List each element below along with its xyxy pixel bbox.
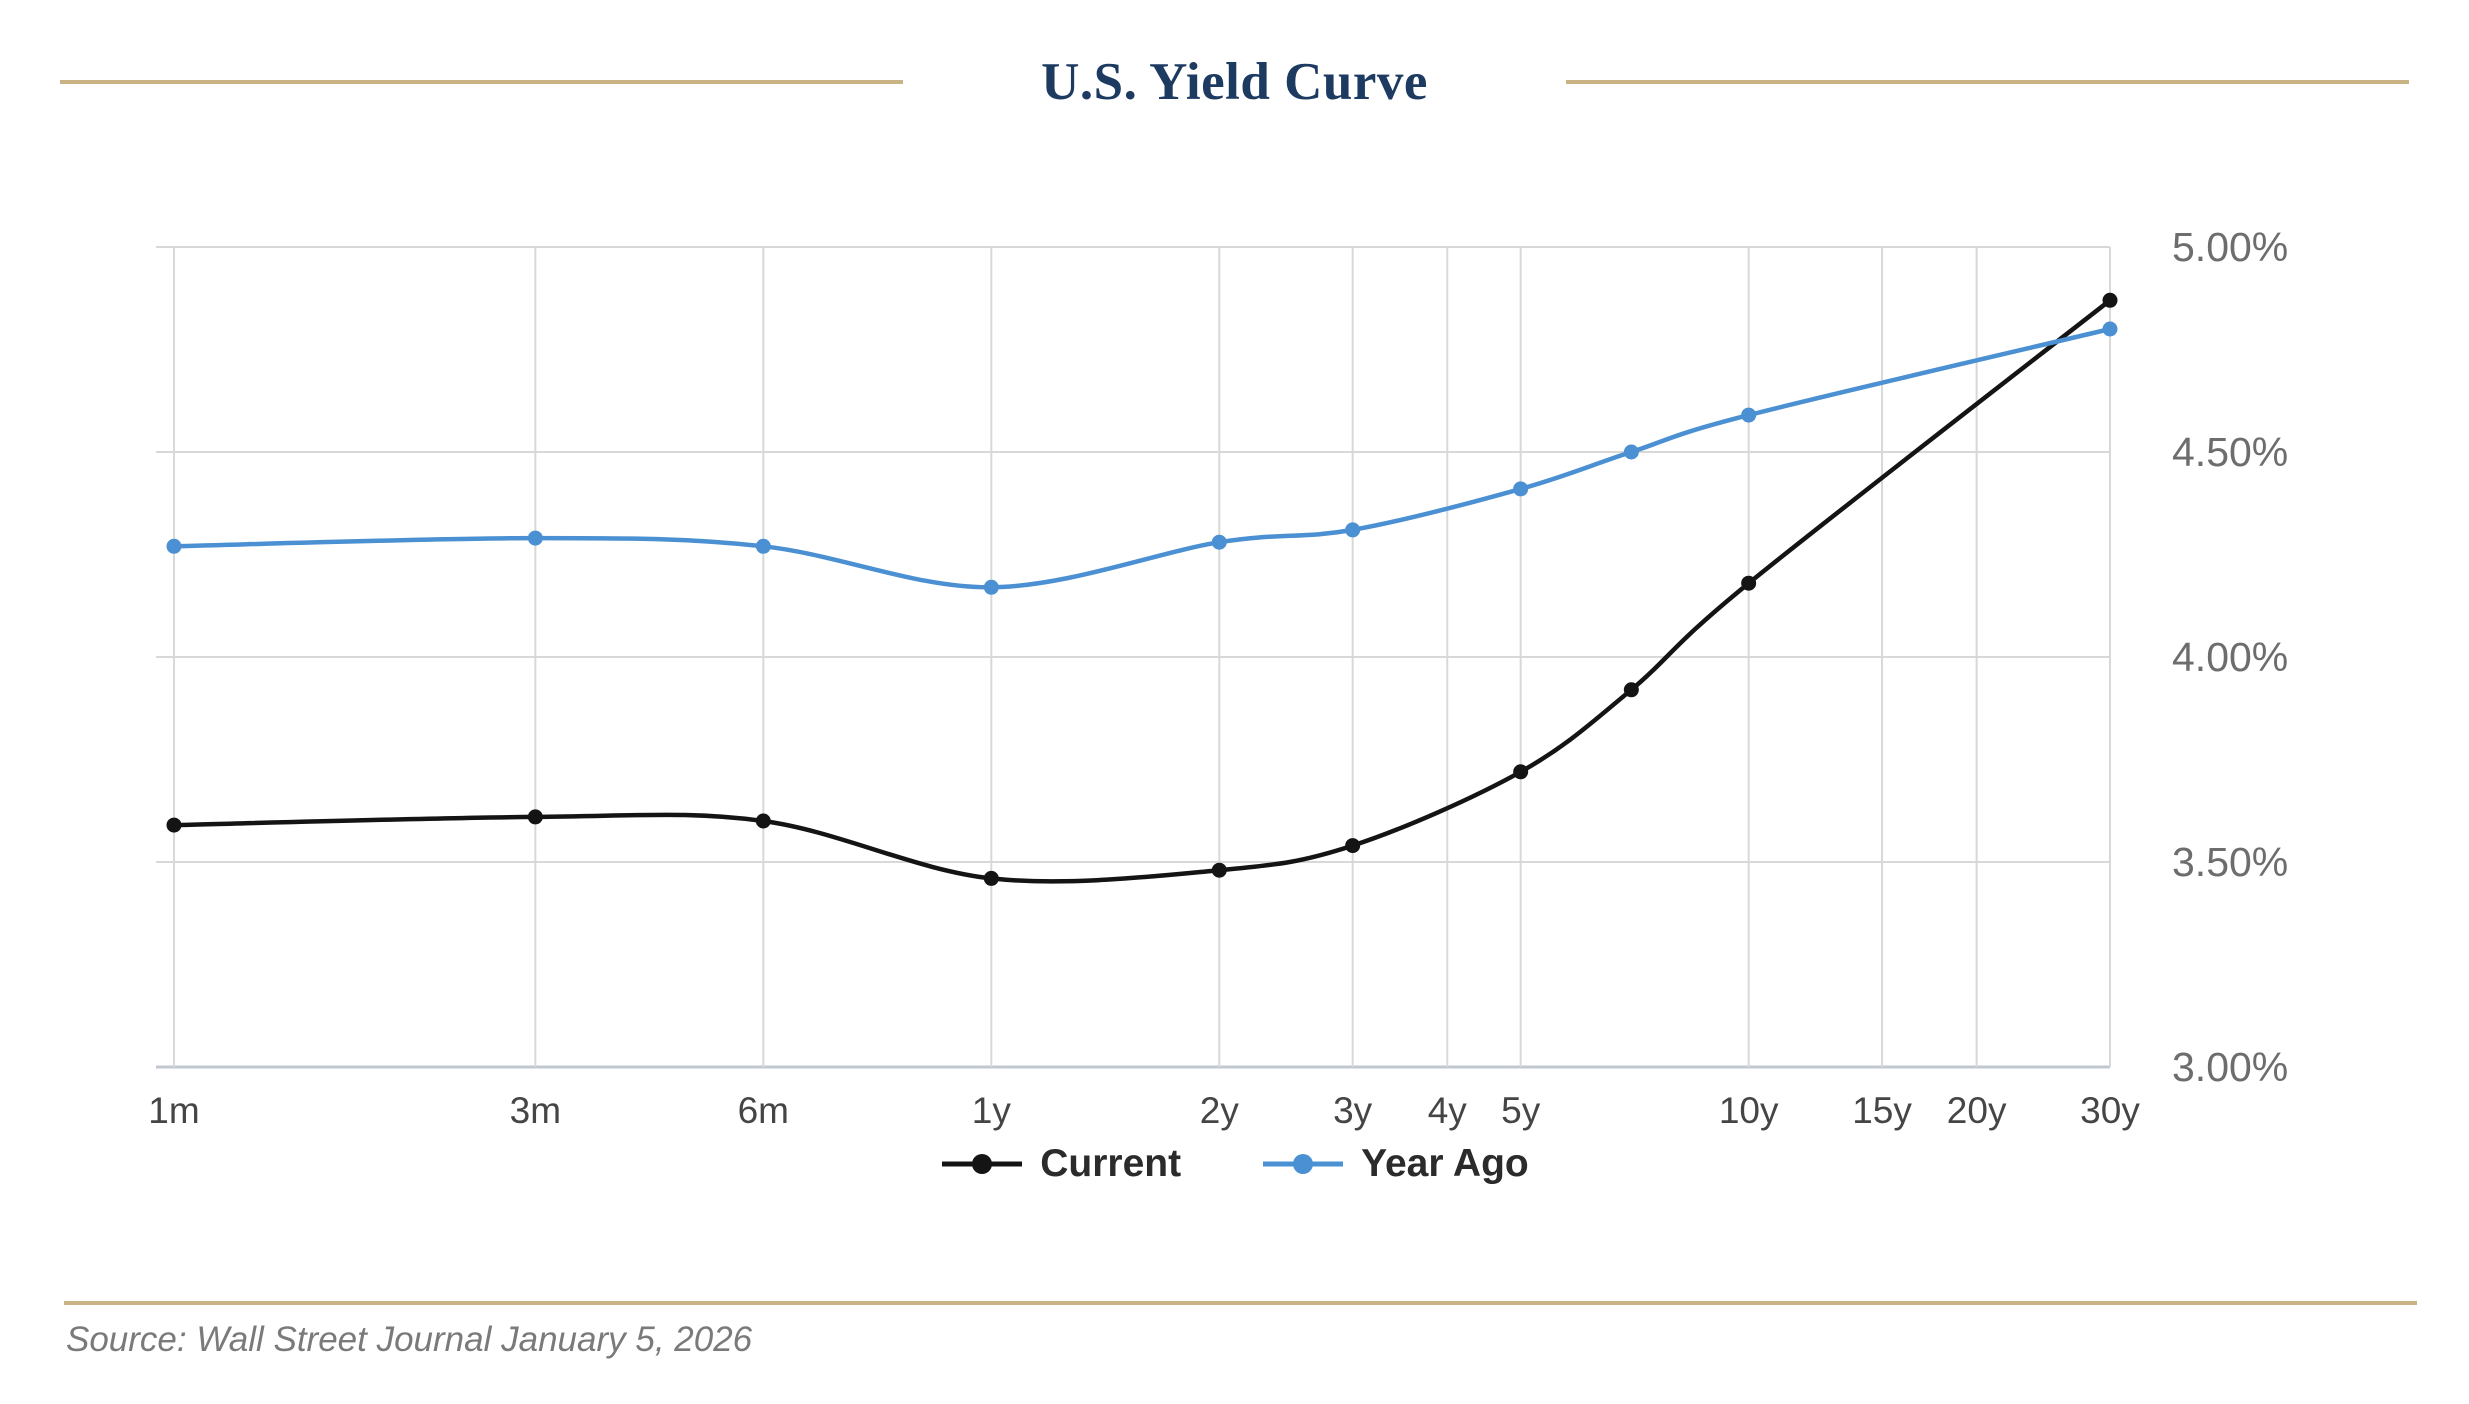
legend-item-current: Current <box>940 1142 1181 1186</box>
current-data-point <box>1513 764 1529 780</box>
footer-rule <box>64 1301 2417 1305</box>
y-tick-label: 4.50% <box>2172 429 2288 475</box>
current-data-point <box>1345 838 1361 854</box>
chart-legend: Current Year Ago <box>0 1142 2469 1186</box>
year-ago-series-marker-icon <box>1263 1154 1344 1174</box>
chart-title: U.S. Yield Curve <box>1041 53 1428 111</box>
year-ago-data-point <box>1513 481 1529 497</box>
current-data-point <box>983 870 999 886</box>
current-data-point <box>1741 575 1757 591</box>
title-rule-left <box>60 80 904 84</box>
y-tick-label: 3.00% <box>2172 1044 2288 1090</box>
year-ago-series-line <box>171 326 2113 590</box>
title-rule-right <box>1565 80 2409 84</box>
y-tick-label: 3.50% <box>2172 839 2288 885</box>
x-tick-label: 4y <box>1428 1090 1468 1131</box>
current-data-point <box>527 809 543 825</box>
year-ago-data-point <box>755 538 771 554</box>
year-ago-data-point <box>166 538 182 554</box>
year-ago-data-point <box>1211 534 1227 550</box>
year-ago-legend-dot <box>1293 1154 1314 1174</box>
current-data-point <box>1623 682 1639 698</box>
year-ago-data-point <box>527 530 543 546</box>
x-tick-label: 20y <box>1947 1090 2007 1131</box>
legend-label-year-ago: Year Ago <box>1361 1142 1529 1185</box>
x-tick-label: 1m <box>148 1090 199 1131</box>
x-tick-label: 1y <box>972 1090 1012 1131</box>
y-tick-label: 5.00% <box>2172 224 2288 270</box>
x-tick-label: 3y <box>1333 1090 1373 1131</box>
year-ago-data-point <box>1345 522 1361 538</box>
x-tick-label: 5y <box>1501 1090 1541 1131</box>
chart-header: U.S. Yield Curve <box>0 50 2469 114</box>
x-tick-label: 30y <box>2080 1090 2140 1131</box>
year-ago-data-point <box>2102 321 2118 337</box>
y-tick-label: 4.00% <box>2172 634 2288 680</box>
current-series-line <box>171 298 2113 884</box>
legend-item-year-ago: Year Ago <box>1261 1142 1529 1186</box>
year-ago-data-point <box>1741 407 1757 423</box>
current-data-point <box>755 813 771 829</box>
current-data-point <box>2102 292 2118 308</box>
x-tick-label: 3m <box>510 1090 561 1131</box>
x-tick-label: 10y <box>1719 1090 1779 1131</box>
current-data-point <box>1211 862 1227 878</box>
year-ago-data-point <box>1623 444 1639 460</box>
current-series-marker-icon <box>942 1154 1023 1174</box>
current-data-point <box>166 817 182 833</box>
x-tick-label: 15y <box>1852 1090 1912 1131</box>
x-tick-label: 6m <box>738 1090 789 1131</box>
current-legend-dot <box>972 1154 993 1174</box>
source-text: Source: Wall Street Journal January 5, 2… <box>66 1320 753 1359</box>
year-ago-data-point <box>983 579 999 595</box>
legend-label-current: Current <box>1040 1142 1182 1185</box>
x-tick-label: 2y <box>1200 1090 1240 1131</box>
